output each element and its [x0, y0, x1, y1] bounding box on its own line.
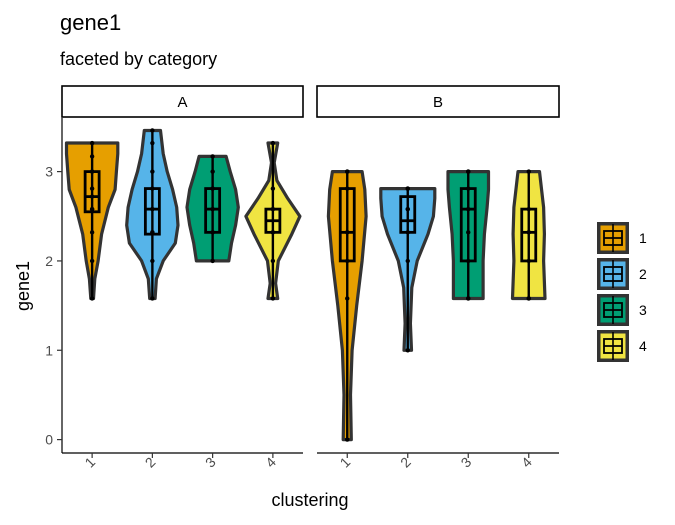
- violin-group-b-1: [326, 169, 368, 442]
- data-point: [466, 206, 471, 212]
- x-tick-label: 1: [81, 454, 98, 471]
- violin-group-b-2: [379, 186, 437, 353]
- data-point: [270, 206, 276, 212]
- violin-group-a-1: [64, 140, 120, 301]
- data-point: [345, 258, 350, 264]
- data-point: [150, 230, 155, 235]
- chart-subtitle: faceted by category: [60, 49, 217, 69]
- data-point: [270, 230, 276, 235]
- data-point: [210, 186, 215, 191]
- data-point: [345, 186, 350, 191]
- y-axis-title: gene1: [13, 261, 33, 311]
- violin-group-a-4: [244, 140, 302, 301]
- violin-group-b-3: [446, 169, 491, 301]
- legend-item-3: 3: [597, 294, 647, 326]
- facet-strip: [61, 85, 304, 118]
- data-point: [345, 169, 350, 174]
- data-point: [405, 186, 410, 191]
- data-point: [405, 230, 410, 235]
- data-point: [89, 230, 95, 235]
- data-point: [89, 194, 95, 199]
- facet-strip-label: B: [433, 94, 443, 111]
- plot-area: A 0 1 2 3 1 2 3 4 B 1 2 3 4: [45, 85, 560, 471]
- data-point: [210, 258, 215, 264]
- data-point: [150, 186, 155, 191]
- facet-strip-label: A: [177, 94, 187, 111]
- data-point: [270, 258, 276, 264]
- data-point: [405, 258, 410, 264]
- data-point: [210, 230, 215, 235]
- legend-label: 1: [639, 230, 647, 246]
- legend-label: 2: [639, 266, 647, 282]
- data-point: [150, 140, 155, 146]
- facet-panel-b: B 1 2 3 4: [316, 85, 560, 471]
- data-point: [89, 206, 95, 212]
- y-tick-label: 1: [45, 342, 53, 358]
- legend-label: 3: [639, 302, 647, 318]
- data-point: [405, 206, 410, 212]
- data-point: [405, 348, 410, 353]
- x-tick-label: 2: [142, 454, 159, 471]
- data-point: [150, 206, 155, 212]
- y-tick-label: 3: [45, 164, 53, 180]
- chart-title: gene1: [60, 10, 121, 35]
- data-point: [150, 296, 155, 301]
- data-point: [89, 140, 95, 146]
- x-tick-label: 2: [397, 454, 414, 471]
- violin-group-b-4: [510, 169, 547, 301]
- data-point: [466, 258, 471, 264]
- x-axis-title: clustering: [271, 490, 348, 510]
- data-point: [345, 230, 350, 235]
- data-point: [210, 206, 215, 212]
- data-point: [526, 230, 531, 235]
- data-point: [150, 169, 155, 174]
- x-tick-label: 4: [518, 454, 535, 471]
- legend-item-1: 1: [597, 222, 647, 254]
- facet-panel-a: A 0 1 2 3 1 2 3 4: [45, 85, 304, 471]
- x-tick-label: 3: [458, 454, 475, 471]
- data-point: [89, 169, 95, 174]
- data-point: [466, 169, 471, 174]
- legend-item-2: 2: [597, 258, 647, 290]
- data-point: [210, 154, 215, 159]
- legend-label: 4: [639, 338, 647, 354]
- data-point: [89, 296, 95, 301]
- data-point: [270, 296, 276, 301]
- violin-group-a-2: [125, 128, 180, 301]
- data-point: [466, 230, 471, 235]
- data-point: [210, 169, 215, 174]
- data-point: [270, 140, 276, 146]
- data-point: [150, 128, 155, 133]
- data-point: [526, 206, 531, 212]
- y-tick-label: 2: [45, 253, 53, 269]
- y-tick-label: 0: [45, 432, 53, 448]
- data-point: [89, 154, 95, 159]
- data-point: [345, 437, 350, 442]
- facet-strip: [316, 85, 560, 118]
- violin-group-a-3: [185, 154, 240, 264]
- data-point: [466, 186, 471, 191]
- data-point: [150, 258, 155, 264]
- data-point: [345, 296, 350, 301]
- data-point: [466, 296, 471, 301]
- data-point: [526, 258, 531, 264]
- data-point: [526, 169, 531, 174]
- legend: 1 2 3 4: [597, 222, 647, 362]
- data-point: [526, 296, 531, 301]
- data-point: [270, 186, 276, 191]
- data-point: [89, 258, 95, 264]
- data-point: [89, 186, 95, 191]
- x-tick-label: 4: [262, 454, 279, 471]
- legend-item-4: 4: [597, 330, 647, 362]
- x-tick-label: 3: [202, 454, 219, 471]
- x-tick-label: 1: [337, 454, 354, 471]
